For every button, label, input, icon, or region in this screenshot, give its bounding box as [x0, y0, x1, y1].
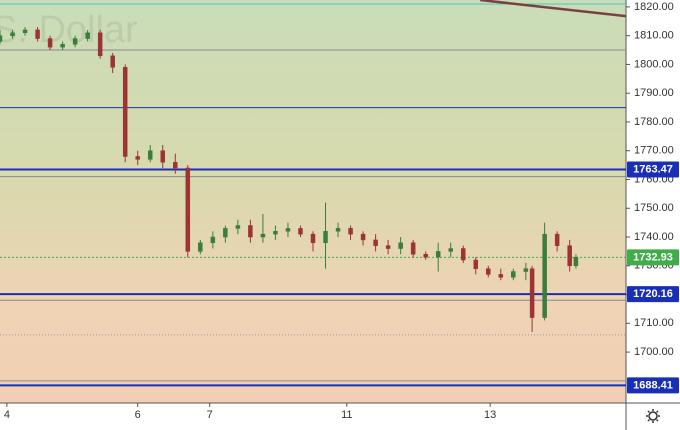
price-axis: [626, 0, 680, 430]
candle-body: [554, 233, 560, 246]
candle-body: [498, 274, 504, 278]
y-tick-label: 1810.00: [634, 30, 674, 42]
candle-body: [448, 248, 453, 252]
candle-body: [47, 38, 53, 48]
candle-body: [173, 161, 178, 169]
candle-body: [160, 150, 166, 163]
candle-body: [185, 167, 191, 252]
trend-line: [480, 0, 626, 18]
price-label: 1720.16: [633, 288, 673, 300]
candle-body: [423, 254, 428, 258]
candle-body: [410, 242, 416, 255]
candle-body: [72, 38, 78, 45]
y-tick-label: 1800.00: [634, 58, 674, 70]
x-tick-label: 13: [484, 409, 496, 421]
candle-body: [398, 242, 403, 249]
watermark: S. Dollar: [0, 9, 138, 51]
y-tick-label: 1820.00: [634, 1, 674, 13]
candle-body: [310, 233, 316, 244]
axes: 1700.001710.001720.001730.001740.001750.…: [4, 1, 679, 421]
candle-body: [298, 228, 303, 235]
plot: [0, 0, 626, 387]
candle-body: [85, 32, 90, 39]
candle-body: [60, 44, 65, 48]
candle-body: [460, 248, 466, 261]
price-label: 1763.47: [633, 163, 673, 175]
settings-icon[interactable]: [646, 409, 660, 423]
plot-background: [0, 0, 626, 403]
price-label: 1732.93: [633, 251, 673, 263]
y-tick-label: 1700.00: [634, 346, 674, 358]
y-tick-label: 1780.00: [634, 116, 674, 128]
candle-body: [260, 233, 266, 238]
candle-body: [373, 239, 378, 246]
x-tick-label: 11: [341, 409, 352, 421]
price-label: 1688.41: [633, 379, 673, 391]
price-label-box: [627, 377, 679, 394]
candle-body: [435, 251, 441, 258]
candle-body: [35, 29, 40, 39]
candle-body: [573, 256, 579, 267]
candle-body: [223, 228, 228, 238]
time-axis: [0, 403, 626, 430]
price-label-box: [627, 161, 679, 178]
candle-body: [473, 259, 479, 269]
candle-body: [10, 32, 15, 36]
candle-body: [567, 245, 572, 267]
candle-body: [198, 242, 203, 252]
candle-body: [335, 228, 341, 232]
x-tick-label: 7: [207, 409, 213, 421]
candle-body: [486, 268, 491, 275]
y-tick-label: 1790.00: [634, 87, 674, 99]
candle-body: [135, 156, 140, 160]
x-tick-label: 4: [4, 409, 10, 421]
price-label-box: [627, 286, 679, 303]
y-tick-label: 1740.00: [634, 231, 674, 243]
y-tick-label: 1750.00: [634, 202, 674, 214]
candle-body: [147, 150, 153, 160]
candle-body: [542, 233, 547, 318]
candle-body: [210, 236, 216, 244]
candle-body: [235, 225, 241, 229]
candle-body: [22, 29, 28, 34]
y-tick-label: 1770.00: [634, 145, 674, 157]
candle-body: [385, 245, 391, 249]
candle-body: [248, 225, 253, 238]
candle-body: [360, 233, 366, 241]
candle-body: [122, 67, 128, 157]
y-tick-label: 1710.00: [634, 317, 674, 329]
candle-body: [0, 35, 3, 42]
candle-body: [97, 32, 103, 57]
candle-body: [529, 268, 535, 318]
candle-body: [323, 231, 328, 244]
candle-body: [523, 268, 529, 272]
candle-body: [511, 271, 516, 278]
x-tick-label: 6: [135, 409, 141, 421]
candle-body: [273, 231, 278, 235]
candle-body: [285, 228, 291, 232]
price-label-box: [627, 249, 679, 266]
candle-body: [348, 228, 353, 235]
candle-body: [110, 55, 115, 68]
